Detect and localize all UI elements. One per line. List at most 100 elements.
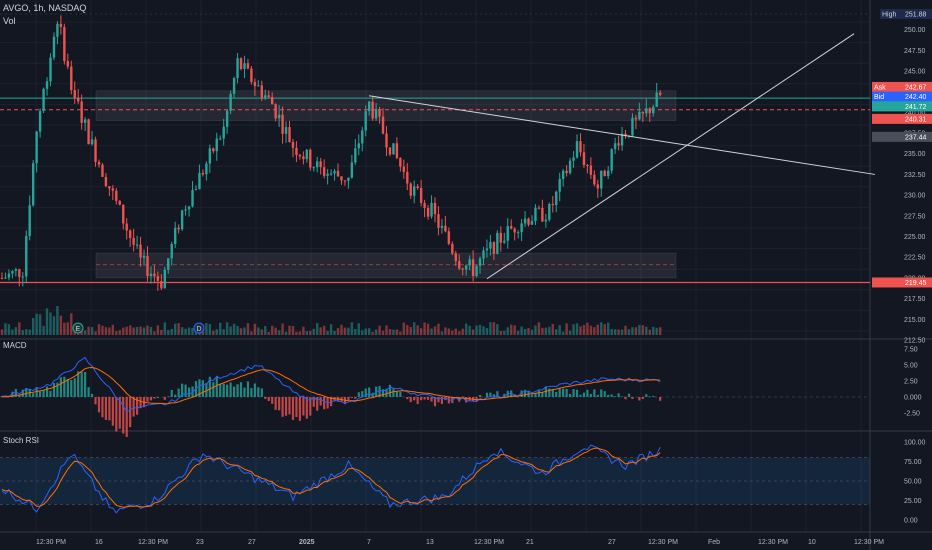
- macd-histogram-bar: [444, 397, 447, 401]
- candle-body: [142, 255, 146, 258]
- volume-bar: [174, 323, 177, 335]
- candle-body: [115, 190, 118, 201]
- candle-body: [198, 173, 201, 190]
- macd-histogram-bar: [652, 395, 655, 397]
- macd-histogram-bar: [423, 397, 426, 400]
- candle-body: [184, 209, 187, 211]
- candle-body: [510, 226, 513, 229]
- macd-histogram-bar: [461, 396, 464, 397]
- macd-histogram-bar: [458, 397, 461, 402]
- candle-body: [610, 149, 613, 171]
- candle-body: [482, 250, 485, 259]
- support-tag-value: 219.45: [905, 280, 927, 287]
- candle-body: [160, 280, 163, 289]
- candle-body: [326, 173, 329, 176]
- volume-bar: [516, 330, 520, 335]
- candle-body: [90, 139, 94, 145]
- volume-bar: [392, 329, 395, 335]
- candle-body: [357, 143, 360, 149]
- candle-body: [52, 36, 56, 58]
- candle-body: [329, 173, 333, 175]
- volume-bar: [489, 322, 492, 335]
- macd-histogram-bar: [555, 391, 558, 397]
- volume-bar: [586, 322, 589, 335]
- macd-histogram-bar: [274, 397, 277, 410]
- volume-bar: [94, 331, 97, 335]
- candle-body: [475, 265, 478, 277]
- volume-bar: [326, 330, 329, 335]
- candle-body: [561, 170, 565, 180]
- candle-body: [530, 221, 534, 225]
- candle-body: [624, 133, 627, 137]
- candle-body: [298, 155, 302, 157]
- volume-bar: [156, 325, 160, 335]
- candle-body: [257, 85, 260, 87]
- candle-body: [139, 244, 142, 258]
- price-tick-label: 222.50: [904, 255, 926, 262]
- volume-bar: [506, 327, 509, 335]
- candle-body: [340, 176, 343, 181]
- volume-bar: [222, 329, 225, 335]
- volume-bar: [423, 322, 426, 335]
- candle-body: [80, 101, 83, 123]
- candle-body: [336, 170, 340, 177]
- last-price-tag: [872, 101, 932, 112]
- symbol-title: AVGO, 1h, NASDAQ: [3, 3, 87, 13]
- candle-body: [56, 23, 59, 37]
- macd-histogram-bar: [631, 397, 634, 399]
- time-tick-label: 27: [608, 539, 616, 546]
- volume-bar: [260, 329, 263, 335]
- macd-histogram-bar: [309, 397, 312, 416]
- macd-histogram-bar: [184, 384, 187, 397]
- macd-histogram-bar: [260, 388, 263, 397]
- macd-histogram-bar: [250, 388, 253, 397]
- time-tick-label: 12:30 PM: [36, 539, 66, 546]
- candle-body: [177, 227, 180, 230]
- volume-bar: [607, 322, 610, 335]
- trendline: [486, 33, 855, 280]
- macd-histogram-bar: [232, 386, 236, 397]
- macd-signal-line: [1, 366, 661, 405]
- time-tick-label: 23: [196, 539, 204, 546]
- volume-bar: [243, 327, 246, 335]
- macd-histogram-bar: [610, 394, 613, 397]
- macd-histogram-bar: [132, 397, 135, 417]
- red-level-tag-value: 240.31: [905, 116, 927, 123]
- macd-tick-label: 7.50: [904, 347, 918, 354]
- volume-bar: [291, 326, 295, 335]
- macd-histogram-bar: [478, 394, 482, 397]
- volume-bar: [0, 329, 4, 335]
- macd-histogram-bar: [111, 397, 114, 426]
- volume-bar: [527, 328, 530, 335]
- volume-bar: [101, 325, 104, 335]
- candle-body: [641, 111, 645, 114]
- macd-histogram-bar: [364, 388, 367, 397]
- candle-body: [118, 200, 121, 205]
- macd-histogram-bar: [302, 397, 305, 416]
- time-tick-label: 12:30 PM: [138, 539, 168, 546]
- volume-bar: [555, 329, 558, 335]
- price-tick-label: 240.00: [904, 110, 926, 117]
- volume-bar: [510, 324, 513, 335]
- volume-bar: [21, 330, 24, 335]
- macd-histogram-bar: [589, 393, 592, 397]
- volume-bar: [485, 328, 489, 335]
- stoch-tick-label: 50.00: [904, 479, 922, 486]
- trendline: [369, 95, 876, 175]
- volume-bar: [496, 324, 499, 335]
- macd-histogram-bar: [329, 397, 333, 407]
- candle-body: [66, 60, 70, 67]
- volume-bar: [503, 330, 506, 335]
- macd-histogram-bar: [229, 382, 232, 397]
- volume-bar: [284, 331, 288, 335]
- volume-bar: [613, 329, 617, 335]
- macd-histogram-bar: [312, 397, 315, 407]
- candle-body: [655, 92, 658, 107]
- candle-body: [645, 108, 648, 114]
- volume-bar: [482, 326, 485, 335]
- earnings-marker-label: E: [76, 326, 81, 333]
- candle-body: [270, 96, 274, 105]
- macd-histogram-bar: [129, 397, 132, 428]
- bid-tag-label: Bid: [874, 94, 884, 101]
